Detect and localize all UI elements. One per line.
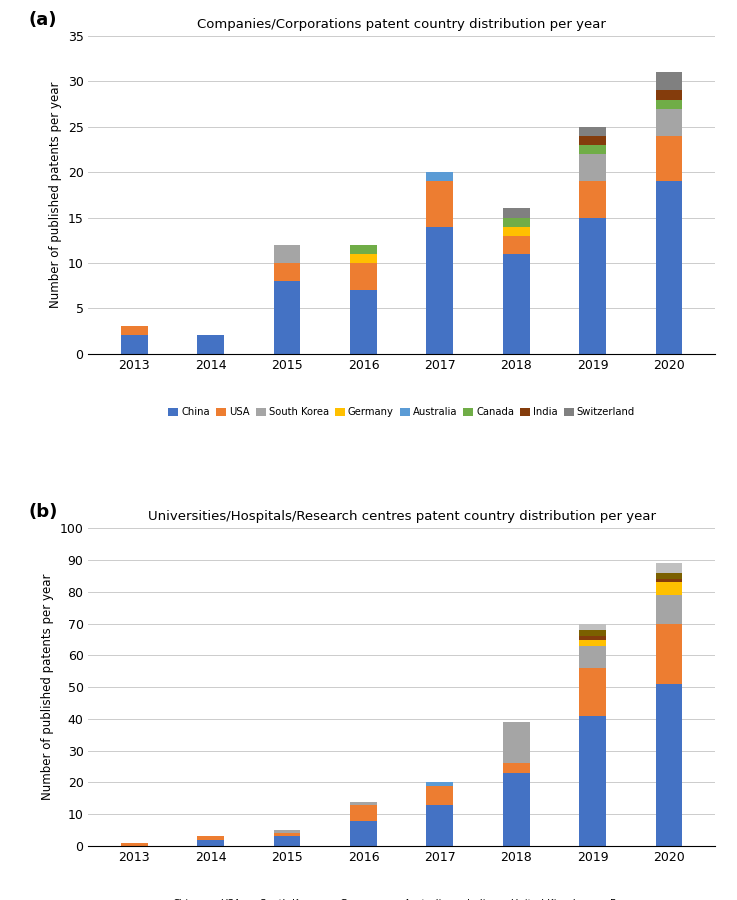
Bar: [656, 136, 682, 181]
Bar: [503, 227, 530, 236]
Bar: [579, 145, 606, 154]
Bar: [273, 836, 301, 846]
Bar: [121, 336, 147, 354]
Bar: [579, 218, 606, 354]
Bar: [579, 640, 606, 646]
Bar: [579, 624, 606, 630]
Bar: [656, 572, 682, 580]
Bar: [350, 821, 377, 846]
Bar: [656, 109, 682, 136]
Bar: [503, 209, 530, 218]
Bar: [579, 716, 606, 846]
Bar: [427, 172, 453, 181]
Bar: [579, 630, 606, 636]
Bar: [656, 684, 682, 846]
Bar: [656, 624, 682, 684]
Bar: [350, 290, 377, 354]
Bar: [273, 281, 301, 354]
Bar: [198, 336, 224, 354]
Bar: [503, 763, 530, 773]
Bar: [273, 245, 301, 263]
Bar: [198, 840, 224, 846]
Bar: [656, 100, 682, 109]
Title: Universities/Hospitals/Research centres patent country distribution per year: Universities/Hospitals/Research centres …: [147, 510, 656, 523]
Bar: [350, 245, 377, 254]
Legend: China, USA, South Korea, Germany, Australia, India, United Kingdom, France: China, USA, South Korea, Germany, Austra…: [156, 896, 648, 900]
Bar: [350, 254, 377, 263]
Bar: [427, 805, 453, 846]
Bar: [656, 181, 682, 354]
Y-axis label: Number of published patents per year: Number of published patents per year: [49, 82, 62, 308]
Bar: [656, 91, 682, 100]
Bar: [656, 582, 682, 595]
Bar: [579, 646, 606, 668]
Bar: [656, 595, 682, 624]
Legend: China, USA, South Korea, Germany, Australia, Canada, India, Switzerland: China, USA, South Korea, Germany, Austra…: [164, 403, 639, 421]
Bar: [121, 842, 147, 846]
Bar: [656, 72, 682, 91]
Bar: [503, 254, 530, 354]
Bar: [273, 263, 301, 281]
Bar: [503, 722, 530, 763]
Bar: [427, 181, 453, 227]
Bar: [579, 636, 606, 640]
Bar: [656, 563, 682, 572]
Bar: [273, 830, 301, 833]
Bar: [198, 836, 224, 840]
Bar: [579, 181, 606, 218]
Bar: [427, 786, 453, 805]
Bar: [503, 218, 530, 227]
Bar: [273, 833, 301, 836]
Text: (b): (b): [29, 503, 58, 521]
Bar: [503, 236, 530, 254]
Bar: [503, 773, 530, 846]
Y-axis label: Number of published patents per year: Number of published patents per year: [41, 574, 54, 800]
Bar: [579, 136, 606, 145]
Bar: [427, 782, 453, 786]
Bar: [350, 805, 377, 821]
Bar: [656, 580, 682, 582]
Bar: [350, 263, 377, 290]
Bar: [579, 127, 606, 136]
Bar: [579, 668, 606, 716]
Bar: [579, 154, 606, 181]
Bar: [121, 327, 147, 336]
Bar: [350, 802, 377, 805]
Bar: [427, 227, 453, 354]
Text: (a): (a): [29, 11, 57, 29]
Title: Companies/Corporations patent country distribution per year: Companies/Corporations patent country di…: [198, 18, 606, 31]
